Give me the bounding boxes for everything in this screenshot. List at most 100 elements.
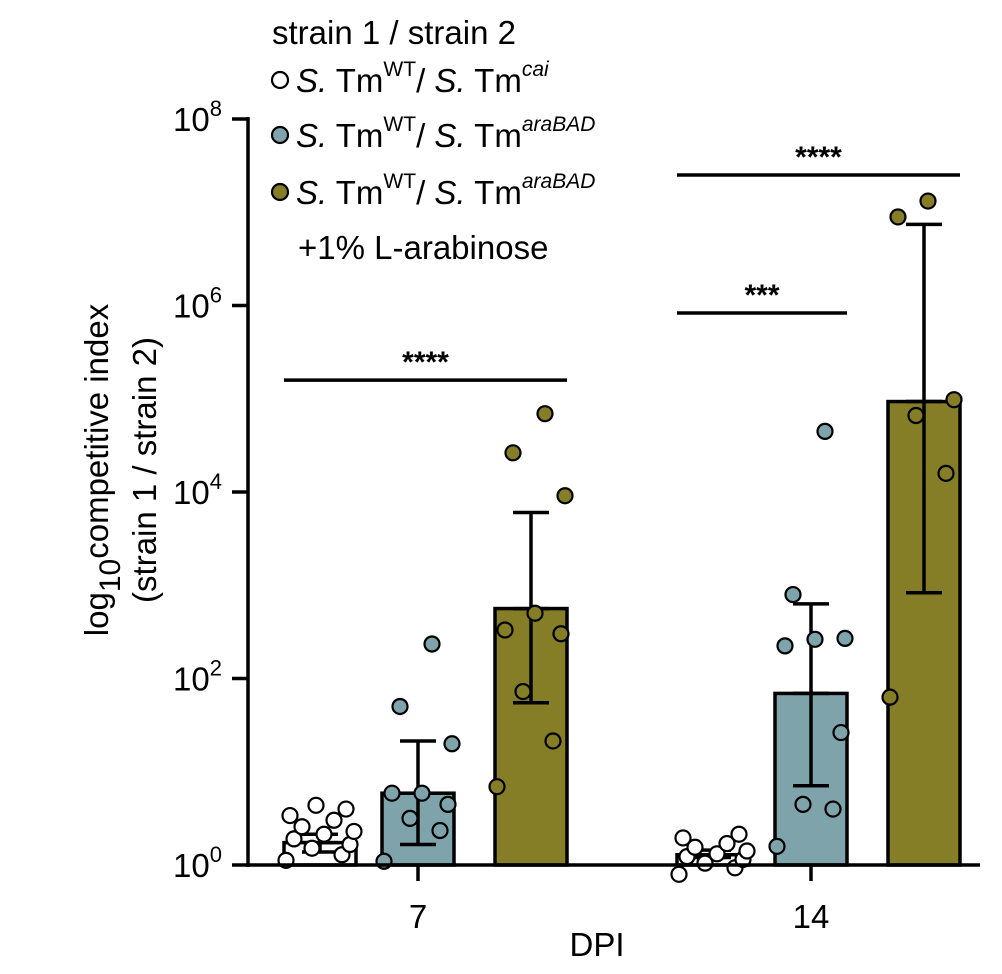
x-tick-label: 7 — [409, 898, 427, 935]
y-tick-exponent: 2 — [210, 656, 222, 681]
data-point-s1-dpi7 — [345, 822, 363, 841]
data-point-s3-dpi7 — [556, 487, 574, 505]
y-tick-exponent: 4 — [210, 469, 222, 494]
y-axis-title-main: competitive index — [78, 303, 115, 558]
y-tick-base: 10 — [173, 288, 210, 325]
legend-sup-wt: WT — [383, 113, 416, 136]
data-point-s3-dpi7 — [526, 604, 544, 622]
legend-strain: Tm — [466, 117, 522, 154]
data-point-s2-dpi14 — [794, 795, 812, 813]
y-axis-title-line2: (strain 1 / strain 2) — [126, 337, 163, 603]
data-point-s1-dpi14 — [674, 829, 692, 847]
legend-marker-s2 — [270, 125, 290, 145]
data-point-s3-dpi7 — [488, 778, 506, 796]
y-axis-title-base: 10 — [94, 559, 127, 592]
legend-strain: Tm — [466, 62, 522, 99]
legend-species-italic: S. — [296, 174, 327, 211]
legend-species-italic: S. — [434, 174, 465, 211]
significance-label: *** — [744, 279, 779, 312]
legend-note: +1% L-arabinose — [298, 229, 548, 266]
legend-strain: Tm — [327, 174, 383, 211]
legend-entry-s3: S. TmWT/ S. TmaraBAD — [296, 170, 595, 211]
data-point-s1-dpi7 — [281, 806, 299, 825]
legend-species-italic: S. — [434, 62, 465, 99]
data-point-s1-dpi14 — [718, 834, 736, 853]
data-point-s2-dpi14 — [784, 585, 802, 604]
legend-strain: Tm — [327, 117, 383, 154]
data-point-s1-dpi7 — [303, 839, 321, 857]
data-point-s2-dpi14 — [776, 637, 794, 655]
y-tick-exponent: 6 — [210, 283, 222, 308]
legend-marker-s3 — [270, 182, 290, 202]
data-point-s1-dpi14 — [696, 854, 714, 872]
data-point-s1-dpi7 — [307, 796, 325, 814]
data-point-s2-dpi14 — [832, 723, 850, 742]
data-point-s3-dpi14 — [919, 192, 937, 210]
data-point-s2-dpi7 — [431, 821, 449, 840]
data-point-s2-dpi7 — [383, 784, 401, 802]
data-point-s3-dpi7 — [496, 621, 514, 639]
y-tick-label: 106 — [173, 283, 222, 325]
data-point-s3-dpi7 — [544, 732, 562, 750]
y-axis-title: log10competitive index — [78, 303, 127, 636]
data-point-s1-dpi14 — [738, 842, 756, 860]
legend-sup-mutant: araBAD — [522, 170, 596, 193]
data-point-s3-dpi7 — [536, 405, 554, 423]
legend-sup-wt: WT — [383, 170, 416, 193]
legend-marker-s1 — [270, 70, 290, 90]
y-tick-base: 10 — [173, 661, 210, 698]
data-point-s3-dpi14 — [889, 208, 907, 226]
legend-species-italic: S. — [434, 117, 465, 154]
y-tick-exponent: 0 — [210, 842, 222, 867]
legend-species-italic: S. — [296, 62, 327, 99]
x-axis-title: DPI — [569, 926, 624, 963]
data-point-s1-dpi14 — [730, 825, 748, 843]
data-point-s3-dpi7 — [514, 682, 532, 701]
data-point-s2-dpi7 — [391, 697, 409, 716]
data-point-s1-dpi7 — [293, 818, 311, 836]
data-point-s1-dpi7 — [337, 800, 355, 818]
y-tick-base: 10 — [173, 101, 210, 138]
data-point-s2-dpi14 — [836, 629, 854, 648]
data-point-s3-dpi7 — [552, 625, 570, 643]
legend-entry-s2: S. TmWT/ S. TmaraBAD — [296, 113, 595, 154]
data-point-s2-dpi7 — [401, 809, 419, 827]
legend-species-italic: S. — [296, 117, 327, 154]
legend-sup-mutant: cai — [522, 58, 550, 81]
legend-slash: / — [416, 117, 434, 154]
legend-slash: / — [416, 62, 434, 99]
data-point-s1-dpi14 — [670, 865, 688, 883]
significance-layer: *********** — [284, 141, 960, 382]
y-tick-base: 10 — [173, 847, 210, 884]
data-point-s2-dpi14 — [806, 630, 824, 648]
legend-entry-s1: S. TmWT/ S. Tmcai — [296, 58, 550, 99]
significance-label: **** — [795, 141, 842, 174]
data-point-s2-dpi14 — [768, 837, 786, 855]
y-tick-label: 102 — [173, 656, 222, 698]
data-point-s2-dpi7 — [439, 795, 457, 813]
significance-label: **** — [402, 346, 449, 379]
points-layer — [277, 192, 963, 883]
legend-strain: Tm — [327, 62, 383, 99]
data-point-s2-dpi14 — [824, 800, 842, 818]
data-point-s2-dpi14 — [816, 422, 834, 440]
x-tick-label: 14 — [793, 898, 830, 935]
data-point-s1-dpi14 — [708, 845, 726, 863]
legend-strain: Tm — [466, 174, 522, 211]
y-tick-label: 100 — [173, 842, 222, 884]
data-point-s3-dpi14 — [945, 391, 963, 409]
data-point-s2-dpi7 — [423, 635, 441, 653]
legend-slash: / — [416, 174, 434, 211]
data-point-s1-dpi7 — [315, 825, 333, 843]
data-point-s3-dpi14 — [907, 406, 925, 425]
data-point-s3-dpi14 — [881, 688, 899, 706]
legend-title: strain 1 / strain 2 — [272, 14, 516, 51]
y-tick-label: 108 — [173, 96, 222, 138]
data-point-s1-dpi7 — [325, 811, 343, 829]
data-point-s1-dpi7 — [285, 830, 303, 848]
y-axis-title-log: log — [78, 592, 115, 636]
legend-sup-mutant: araBAD — [522, 113, 596, 136]
